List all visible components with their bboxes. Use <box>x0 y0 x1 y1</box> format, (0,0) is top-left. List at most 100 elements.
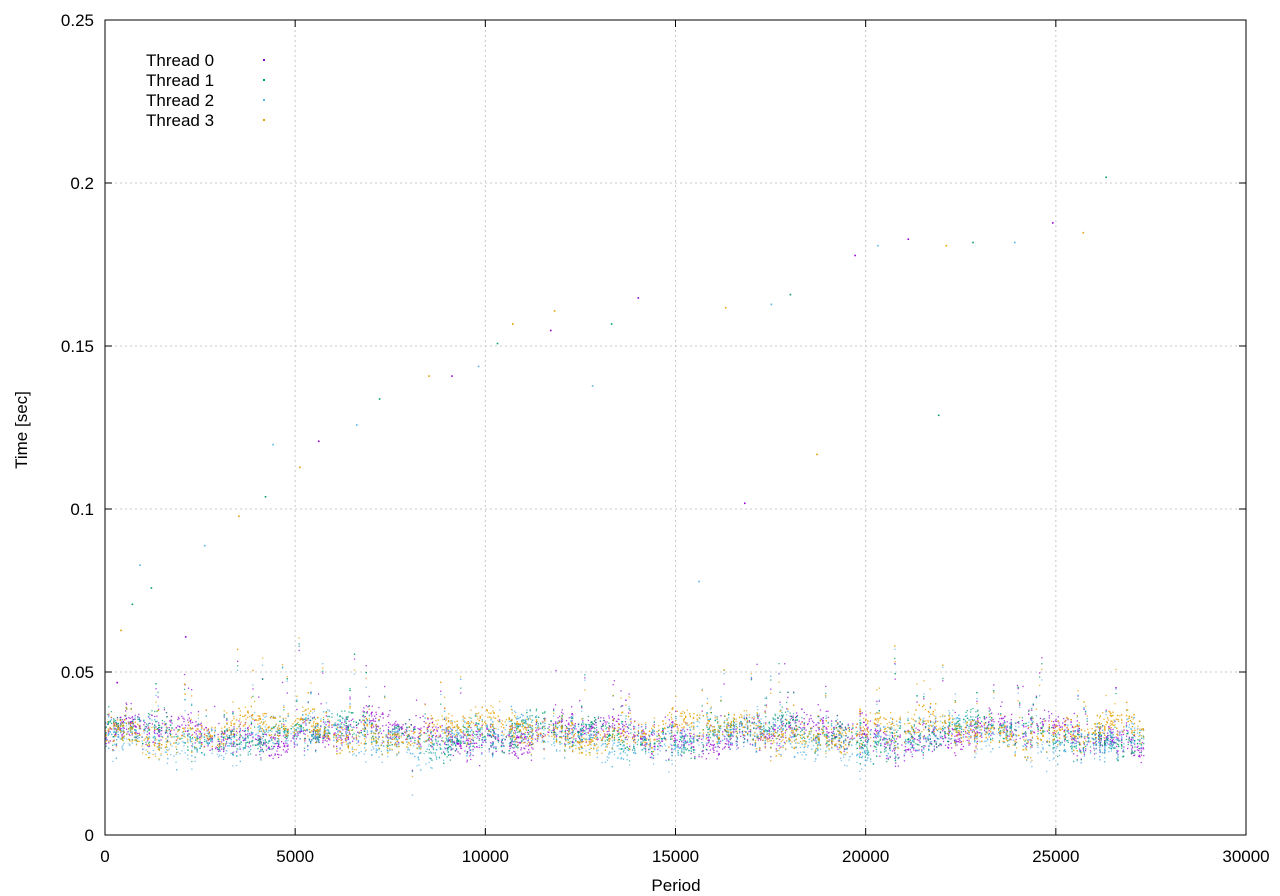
data-point <box>806 723 809 726</box>
data-point <box>211 730 213 732</box>
data-point <box>1108 746 1110 749</box>
data-point <box>649 746 651 748</box>
data-point <box>263 742 265 744</box>
data-point <box>146 733 148 736</box>
data-point <box>876 744 878 746</box>
data-point <box>560 721 563 723</box>
data-point <box>493 731 495 733</box>
data-point <box>398 727 400 729</box>
data-point <box>634 731 636 733</box>
data-point <box>206 742 208 744</box>
data-point <box>112 744 114 746</box>
data-point <box>247 735 249 737</box>
data-point <box>428 740 430 742</box>
data-point <box>311 718 314 720</box>
data-point <box>514 743 516 745</box>
data-point <box>613 724 616 726</box>
data-point <box>744 502 746 505</box>
data-point <box>582 720 584 722</box>
data-point <box>260 741 262 744</box>
data-point <box>265 730 267 732</box>
data-point <box>1138 755 1140 757</box>
data-point <box>864 733 866 736</box>
data-point <box>674 741 676 744</box>
data-point <box>602 724 604 726</box>
data-point <box>623 744 625 746</box>
data-point <box>131 717 133 719</box>
data-point <box>671 727 673 729</box>
data-point <box>352 718 354 720</box>
data-point <box>1067 741 1069 743</box>
data-point <box>749 731 752 733</box>
data-point <box>918 740 920 742</box>
data-point <box>791 728 793 730</box>
data-point <box>230 732 232 734</box>
data-point <box>373 720 375 722</box>
data-point <box>733 728 735 730</box>
data-point <box>629 724 631 726</box>
data-point <box>401 728 403 731</box>
data-point <box>626 726 628 728</box>
data-point <box>107 732 109 734</box>
data-point <box>685 722 687 724</box>
data-point <box>877 730 879 732</box>
data-point <box>314 735 316 737</box>
data-point <box>684 735 686 737</box>
data-point <box>143 724 145 726</box>
data-point <box>122 721 125 723</box>
data-point <box>1111 732 1113 734</box>
data-point <box>1133 752 1135 754</box>
data-point <box>510 745 512 748</box>
data-point <box>825 733 827 735</box>
data-point <box>983 730 986 732</box>
data-point <box>683 746 685 748</box>
data-point <box>887 757 889 759</box>
data-point <box>651 751 653 753</box>
data-point <box>423 721 425 723</box>
data-point <box>169 720 171 722</box>
data-point <box>1028 709 1030 711</box>
data-point <box>315 741 318 744</box>
data-point <box>818 734 820 736</box>
data-point <box>740 722 742 724</box>
data-point <box>954 740 956 742</box>
data-point <box>857 741 859 743</box>
data-point <box>300 725 302 727</box>
data-point <box>105 726 107 728</box>
data-point <box>878 740 880 742</box>
data-point <box>529 715 531 717</box>
data-point <box>577 723 580 726</box>
data-point <box>777 727 779 729</box>
data-point <box>911 755 913 758</box>
data-point <box>1087 737 1089 739</box>
data-point <box>158 722 160 724</box>
data-point <box>828 731 830 734</box>
data-point <box>890 743 892 745</box>
data-point <box>944 732 946 734</box>
data-point <box>225 745 227 747</box>
data-point <box>471 738 473 741</box>
data-point <box>135 735 137 737</box>
data-point <box>706 726 708 729</box>
data-point <box>431 721 433 724</box>
data-point <box>479 734 481 736</box>
data-point <box>116 681 118 684</box>
data-point <box>645 733 647 735</box>
data-point <box>718 731 720 734</box>
data-point <box>612 723 614 725</box>
data-point <box>336 745 338 747</box>
data-point <box>436 730 438 732</box>
data-point <box>493 732 495 734</box>
data-point <box>644 743 646 745</box>
data-point <box>505 735 507 737</box>
data-point <box>757 739 759 741</box>
data-point <box>966 710 968 712</box>
data-point <box>683 744 685 746</box>
data-point <box>285 738 287 740</box>
data-point <box>1028 713 1030 715</box>
data-point <box>693 736 695 738</box>
data-point <box>1083 708 1085 710</box>
data-point <box>509 725 511 728</box>
data-point <box>531 728 534 730</box>
data-point <box>947 747 950 749</box>
